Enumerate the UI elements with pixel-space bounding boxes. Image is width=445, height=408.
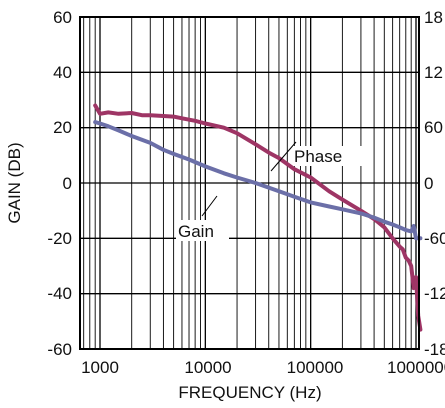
y-tick-label: -60	[47, 340, 72, 359]
plot-series	[93, 103, 423, 332]
y-tick-label: 60	[53, 8, 72, 27]
x-tick-label: 1000	[81, 358, 119, 377]
gain-label-backing	[176, 220, 229, 241]
gain-series-line	[93, 120, 423, 241]
x-tick-label: 1000000	[387, 358, 445, 377]
gain-annotation: Gain	[176, 195, 229, 241]
x-tick-labels: 1000 10000 100000 1000000	[81, 358, 445, 377]
right-tick-label: 18	[424, 8, 443, 27]
gain-label: Gain	[178, 222, 214, 241]
right-tick-label: 60	[424, 118, 443, 137]
y-tick-label: -20	[47, 229, 72, 248]
y-tick-label: 0	[63, 174, 72, 193]
right-tick-labels: 18 12 60 0 -60 -12 -18	[424, 8, 445, 359]
x-tick-label: 10000	[184, 358, 231, 377]
right-tick-label: 0	[424, 174, 433, 193]
gain-leader-line	[201, 195, 218, 217]
phase-annotation: Phase	[270, 141, 373, 172]
phase-series-line	[93, 103, 423, 332]
phase-label-backing	[293, 146, 373, 166]
right-tick-label: 12	[424, 63, 443, 82]
x-tick-label: 100000	[287, 358, 344, 377]
right-tick-label: -18	[424, 340, 445, 359]
phase-leader-line	[270, 141, 297, 172]
x-axis-title: FREQUENCY (Hz)	[178, 383, 321, 402]
y-tick-label: 20	[53, 118, 72, 137]
right-tick-label: -60	[424, 229, 445, 248]
y-tick-labels: 60 40 20 0 -20 -40 -60	[47, 8, 72, 359]
grid-lines	[80, 17, 419, 349]
phase-label: Phase	[294, 147, 342, 166]
y-tick-label: 40	[53, 63, 72, 82]
y-axis-title: GAIN (DB)	[5, 142, 24, 223]
y-tick-label: -40	[47, 284, 72, 303]
right-tick-label: -12	[424, 284, 445, 303]
plot-frame	[79, 16, 420, 350]
